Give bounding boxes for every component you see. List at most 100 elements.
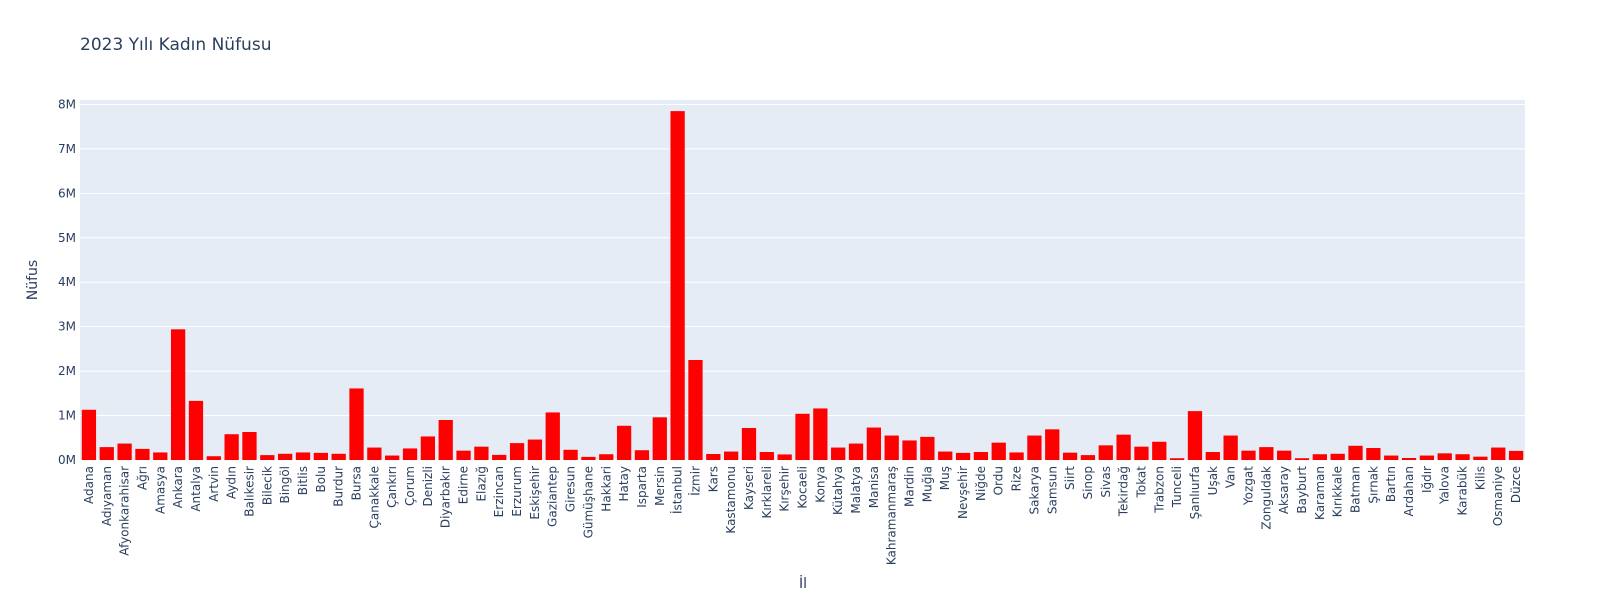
bar	[420, 436, 436, 460]
bar	[1330, 453, 1345, 460]
bar	[153, 452, 168, 460]
bar	[581, 456, 596, 460]
x-tick-label: Balıkesir	[242, 466, 256, 517]
x-tick-label: Aydın	[225, 466, 239, 499]
x-tick-label: Niğde	[974, 466, 988, 501]
chart-title: 2023 Yılı Kadın Nüfusu	[80, 35, 271, 55]
x-tick-label: Artvin	[207, 466, 221, 502]
bar	[402, 448, 418, 460]
x-tick-label: Sakarya	[1027, 466, 1041, 514]
bar	[474, 446, 489, 460]
x-tick-label: Ankara	[171, 466, 185, 508]
bar	[1366, 448, 1381, 460]
x-tick-label: Zonguldak	[1259, 466, 1273, 530]
x-tick-label: Sinop	[1081, 466, 1095, 500]
x-tick-label: Yalova	[1438, 466, 1452, 505]
bar	[955, 452, 971, 460]
x-tick-label: Kayseri	[742, 466, 756, 510]
bar	[1294, 458, 1310, 460]
x-tick-label: Edirne	[457, 466, 471, 504]
x-tick-label: Erzincan	[492, 466, 506, 517]
bar	[920, 436, 935, 460]
bar	[795, 413, 810, 460]
bar	[456, 450, 471, 460]
x-tick-label: Çankırı	[385, 466, 399, 508]
bar	[1116, 434, 1131, 460]
y-tick-label: 2M	[58, 364, 76, 378]
bar	[688, 360, 703, 460]
bar	[278, 453, 293, 460]
x-tick-label: Burdur	[332, 466, 346, 507]
bar	[1491, 447, 1506, 460]
x-tick-label: Karabük	[1456, 466, 1470, 516]
bar	[1134, 446, 1149, 460]
x-tick-label: Bingöl	[278, 466, 292, 503]
x-tick-label: Denizli	[421, 466, 435, 507]
bar	[438, 420, 453, 460]
x-tick-label: Batman	[1349, 466, 1363, 513]
x-tick-label: Kütahya	[831, 466, 845, 515]
x-tick-label: Bitlis	[296, 466, 310, 495]
x-tick-label: Ağrı	[135, 466, 149, 490]
bar	[1241, 450, 1256, 460]
x-tick-label: Mersin	[653, 466, 667, 506]
bar	[741, 428, 757, 460]
x-tick-label: Amasya	[153, 466, 167, 514]
x-tick-label: Bayburt	[1295, 466, 1309, 514]
bar	[1384, 455, 1399, 460]
x-tick-label: Tokat	[1134, 466, 1148, 499]
y-axis-title: Nüfus	[25, 260, 41, 300]
x-tick-label: Adıyaman	[100, 466, 114, 526]
bar	[866, 427, 881, 460]
x-tick-label: Bilecik	[260, 466, 274, 505]
bar	[670, 111, 685, 460]
bar	[706, 454, 721, 460]
bar	[759, 452, 774, 460]
bar	[99, 447, 114, 460]
bar	[777, 454, 792, 460]
x-tick-label: Osmaniye	[1491, 466, 1505, 526]
bar	[938, 451, 953, 460]
x-tick-label: Isparta	[635, 466, 649, 508]
bar	[1419, 455, 1435, 460]
x-tick-label: Iğdır	[1420, 466, 1434, 493]
bar	[313, 452, 328, 460]
y-tick-label: 4M	[58, 275, 76, 289]
x-tick-label: Samsun	[1045, 466, 1059, 514]
y-tick-label: 1M	[58, 409, 76, 423]
x-tick-label: Mardin	[903, 466, 917, 507]
bar	[1045, 429, 1060, 460]
bar	[652, 417, 667, 460]
x-tick-label: Giresun	[564, 466, 578, 512]
x-tick-label: Siirt	[1063, 466, 1077, 490]
bar	[724, 451, 739, 460]
x-tick-label: Kilis	[1473, 466, 1487, 490]
y-tick-label: 0M	[58, 453, 76, 467]
x-tick-label: İstanbul	[670, 466, 685, 514]
bar	[1348, 445, 1363, 460]
bar	[848, 443, 864, 460]
bar	[492, 454, 507, 460]
x-tick-label: Adana	[82, 466, 96, 504]
y-tick-labels: 0M 1M 2M 3M 4M 5M 6M 7M 8M	[58, 97, 76, 467]
x-tick-label: Muğla	[920, 466, 934, 502]
x-tick-label: Kırklareli	[760, 466, 774, 519]
x-tick-labels: Adana Adıyaman Afyonkarahisar Ağrı Amasya Ank…	[82, 466, 1523, 565]
x-tick-label: Manisa	[867, 466, 881, 508]
bars	[81, 111, 1524, 460]
bar	[884, 435, 899, 460]
bar	[1473, 456, 1488, 460]
x-axis-title: İl	[799, 574, 807, 592]
x-tick-label: Muş	[938, 466, 952, 490]
bar	[224, 434, 239, 460]
x-tick-label: Kars	[706, 466, 720, 492]
x-tick-label: Çanakkale	[367, 466, 381, 528]
x-tick-label: İzmir	[687, 466, 702, 496]
y-tick-label: 7M	[58, 142, 76, 156]
bar	[1259, 447, 1274, 460]
x-tick-label: Antalya	[189, 466, 203, 512]
bar	[813, 408, 828, 460]
bar	[1401, 458, 1417, 460]
x-tick-label: Düzce	[1509, 466, 1523, 503]
